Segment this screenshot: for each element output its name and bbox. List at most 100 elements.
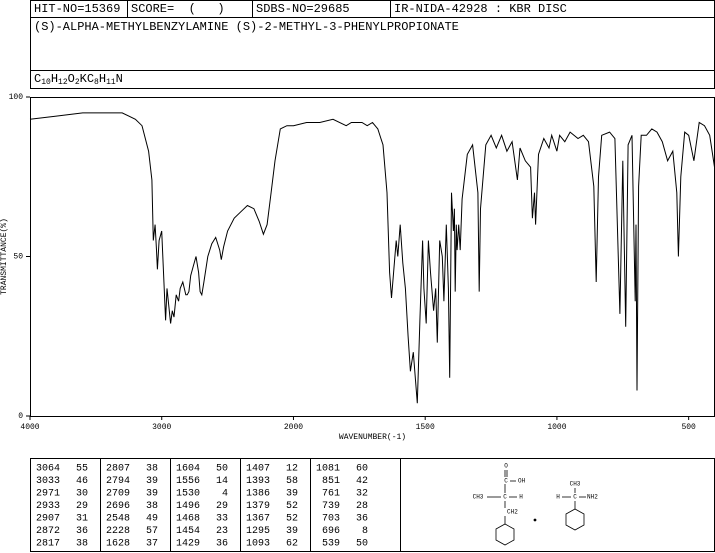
atom: C [573,494,577,501]
formula-part: N [116,72,123,86]
peak-transmittance: 23 [216,526,228,537]
peak-transmittance: 30 [76,489,88,500]
peak-wavenumber: 1496 [176,501,200,512]
formula-subscript: 8 [94,78,99,87]
header-frame [30,0,715,552]
peak-transmittance: 14 [216,476,228,487]
peak-transmittance: 39 [286,526,298,537]
peak-wavenumber: 1468 [176,514,200,525]
peak-transmittance: 42 [356,476,368,487]
peak-wavenumber: 2709 [106,489,130,500]
formula-subscript: 12 [58,78,68,87]
compound-name: (S)-ALPHA-METHYLBENZYLAMINE (S)-2-METHYL… [34,20,459,34]
peak-wavenumber: 1530 [176,489,200,500]
peak-transmittance: 31 [76,514,88,525]
atom: C [503,494,507,501]
peak-transmittance: 39 [146,489,158,500]
peak-transmittance: 39 [146,476,158,487]
peak-transmittance: 52 [286,501,298,512]
peak-wavenumber: 2548 [106,514,130,525]
atom: H [519,494,523,501]
peak-wavenumber: 2228 [106,526,130,537]
peak-transmittance: 57 [146,526,158,537]
formula-part: H [99,72,106,86]
peak-wavenumber: 1393 [246,476,270,487]
peak-transmittance: 55 [76,464,88,475]
peak-wavenumber: 1556 [176,476,200,487]
atom: NH2 [587,494,598,501]
peak-transmittance: 50 [216,464,228,475]
peak-wavenumber: 539 [322,539,340,550]
dot [533,518,537,522]
formula-part: H [51,72,58,86]
peak-transmittance: 29 [76,501,88,512]
peak-transmittance: 50 [356,539,368,550]
peak-wavenumber: 2907 [36,514,60,525]
peak-wavenumber: 2872 [36,526,60,537]
structure-box [400,458,715,552]
peak-transmittance: 32 [356,489,368,500]
x-tick-label: 500 [681,423,696,432]
atom: O [504,463,508,470]
peak-wavenumber: 1295 [246,526,270,537]
score: SCORE= ( ) [131,2,225,16]
formula-subscript: 11 [106,78,116,87]
peak-transmittance: 28 [356,501,368,512]
formula-part: O [68,72,75,86]
peak-wavenumber: 3064 [36,464,60,475]
y-axis-label: TRANSMITTANCE(%) [0,218,9,295]
peak-wavenumber: 2971 [36,489,60,500]
peak-wavenumber: 1429 [176,539,200,550]
x-tick-label: 3000 [152,423,171,432]
spectrum-line [29,112,715,404]
peak-wavenumber: 1604 [176,464,200,475]
peak-transmittance: 33 [216,514,228,525]
formula-subscript: 2 [75,78,80,87]
peak-transmittance: 39 [286,489,298,500]
peak-transmittance: 62 [286,539,298,550]
atom: CH3 [570,481,581,488]
peak-transmittance: 29 [216,501,228,512]
peak-wavenumber: 2794 [106,476,130,487]
peak-transmittance: 60 [356,464,368,475]
atom: CH2 [507,509,518,516]
method: IR-NIDA-42928 : KBR DISC [394,2,567,16]
peak-wavenumber: 761 [322,489,340,500]
plot-frame [30,97,715,417]
peak-transmittance: 4 [222,489,228,500]
y-tick-label: 100 [9,93,24,102]
peak-wavenumber: 2696 [106,501,130,512]
peak-wavenumber: 2933 [36,501,60,512]
peak-transmittance: 36 [76,526,88,537]
benzene-ring [565,508,585,531]
atom: C [504,478,508,485]
formula-part: C [34,72,41,86]
x-tick-label: 4000 [20,423,39,432]
atom: OH [518,478,526,485]
peak-wavenumber: 851 [322,476,340,487]
peak-wavenumber: 703 [322,514,340,525]
peak-transmittance: 8 [362,526,368,537]
peak-transmittance: 37 [146,539,158,550]
peak-wavenumber: 1454 [176,526,200,537]
peak-wavenumber: 2817 [36,539,60,550]
peak-wavenumber: 1628 [106,539,130,550]
peak-transmittance: 38 [146,464,158,475]
formula: C10H12O2KC8H11N [34,72,123,87]
formula-subscript: 10 [41,78,51,87]
peak-transmittance: 49 [146,514,158,525]
peak-wavenumber: 2807 [106,464,130,475]
peak-transmittance: 12 [286,464,298,475]
peak-wavenumber: 1386 [246,489,270,500]
peak-transmittance: 38 [146,501,158,512]
peak-wavenumber: 739 [322,501,340,512]
x-tick-label: 2000 [284,423,303,432]
peak-wavenumber: 1367 [246,514,270,525]
peak-wavenumber: 1081 [316,464,340,475]
peak-transmittance: 52 [286,514,298,525]
chart: 0 50 100 4000 3000 2000 1500 1000 500 WAVENUMBER(… [0,93,715,442]
structure-drawing [487,470,586,546]
peak-transmittance: 36 [356,514,368,525]
